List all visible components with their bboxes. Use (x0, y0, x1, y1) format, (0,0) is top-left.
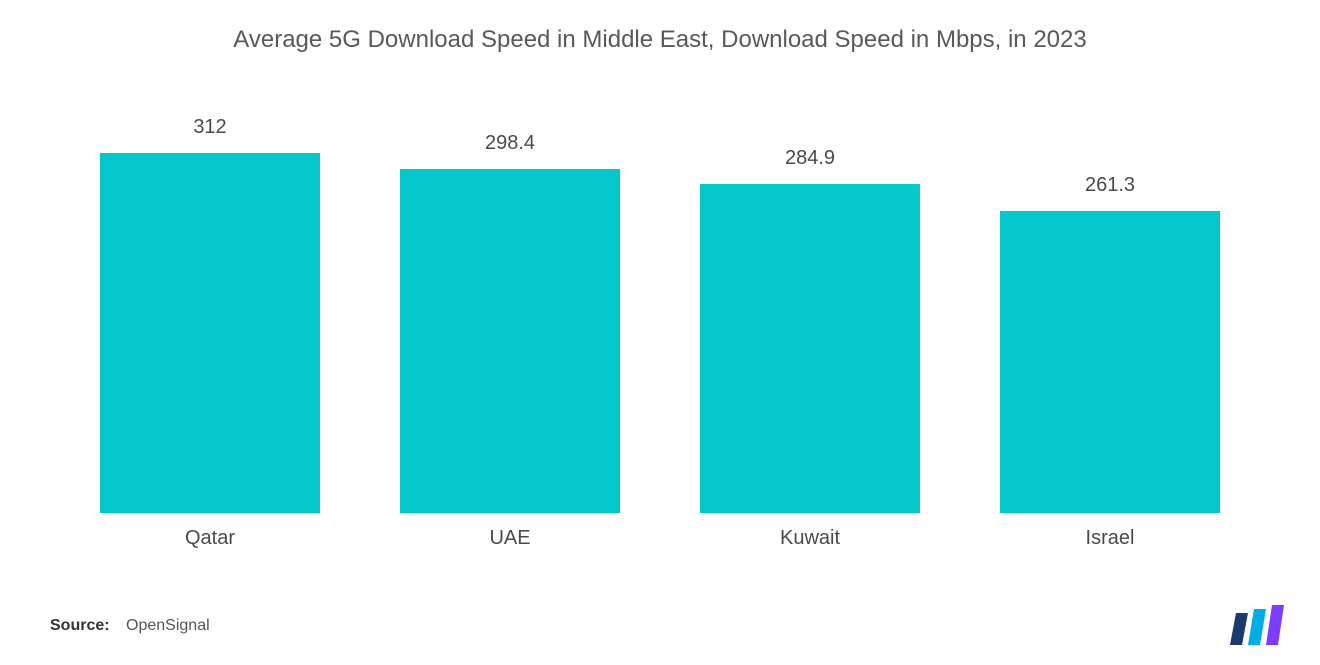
bar-container: 312 Qatar 298.4 UAE 284.9 Kuwait 261.3 Israel (60, 110, 1260, 550)
logo-bars-icon (1230, 605, 1284, 645)
bar-group: 261.3 Israel (1000, 174, 1220, 550)
bar-category-label: Qatar (185, 527, 235, 550)
bar-group: 298.4 UAE (400, 132, 620, 550)
brand-logo-icon (1226, 605, 1290, 645)
bar-value-label: 298.4 (485, 132, 535, 155)
chart-title: Average 5G Download Speed in Middle East… (0, 0, 1320, 54)
bar-value-label: 284.9 (785, 147, 835, 170)
bar-category-label: UAE (489, 527, 530, 550)
bar-group: 312 Qatar (100, 116, 320, 550)
chart-plot-area: 312 Qatar 298.4 UAE 284.9 Kuwait 261.3 Israel (60, 110, 1260, 550)
bar-category-label: Israel (1086, 527, 1135, 550)
bar-category-label: Kuwait (780, 527, 840, 550)
bar-group: 284.9 Kuwait (700, 147, 920, 550)
source-label: Source: (50, 617, 110, 634)
bar-value-label: 312 (193, 116, 226, 139)
source-footer: Source: OpenSignal (50, 617, 210, 635)
bar (400, 169, 620, 513)
bar-value-label: 261.3 (1085, 174, 1135, 197)
bar (1000, 211, 1220, 513)
bar (700, 184, 920, 513)
bar (100, 153, 320, 513)
source-name: OpenSignal (126, 617, 210, 634)
